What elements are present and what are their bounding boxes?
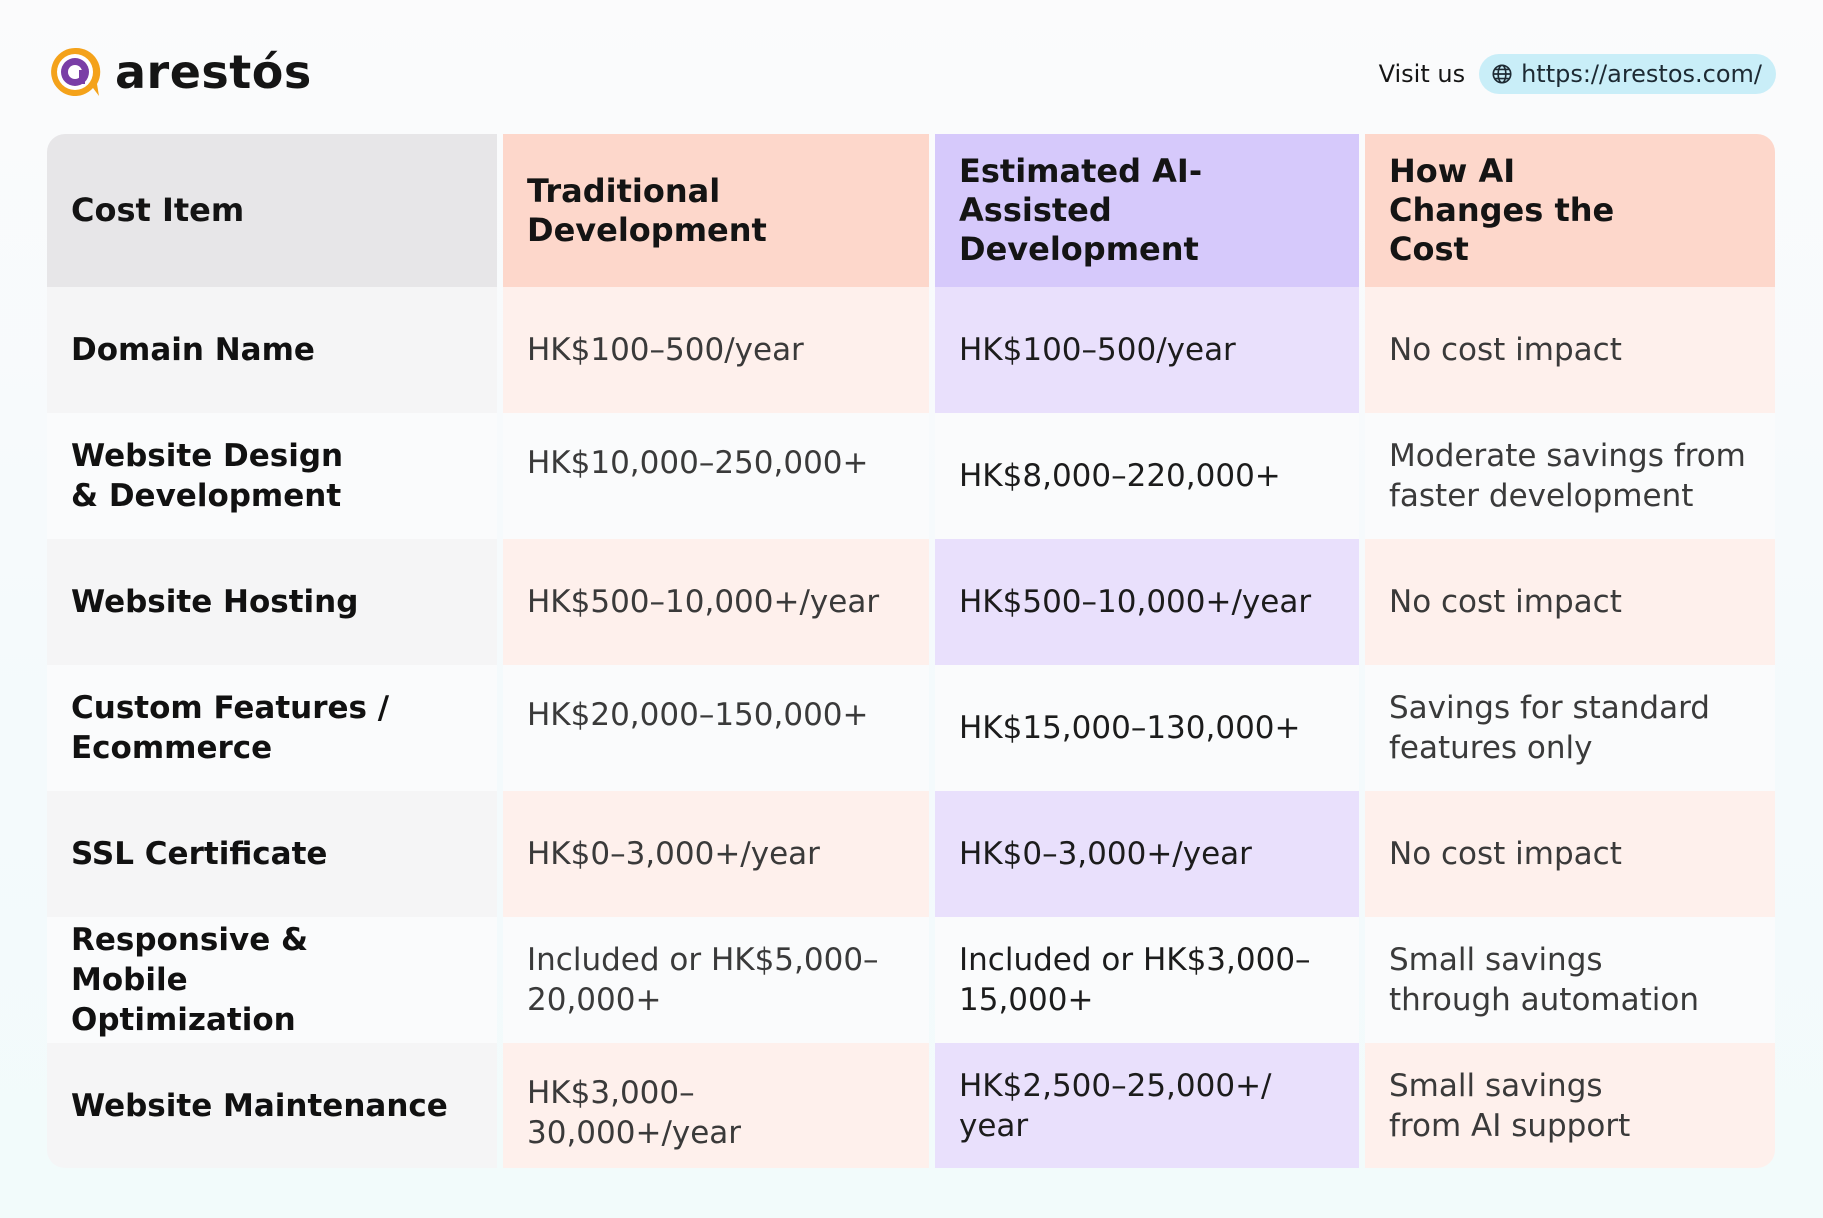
cost-item-label: Website Hosting (71, 584, 359, 620)
cost-comparison-table: Cost Item Traditional Development Estima… (47, 134, 1775, 1168)
visit-label: Visit us (1378, 60, 1466, 88)
ai-impact: No cost impact (1389, 584, 1622, 620)
table-cell-traditional: HK$500–10,000+/year (503, 539, 929, 665)
table-cell-impact: Small savings through automation (1365, 917, 1775, 1043)
ai-impact: Small savings through automation (1389, 942, 1699, 1018)
ai-impact: Savings for standard features only (1389, 690, 1710, 766)
ai-impact: Small savings from AI support (1389, 1068, 1631, 1144)
table-cell-traditional: HK$100–500/year (503, 287, 929, 413)
cost-item-label: Responsive & Mobile Optimization (71, 922, 309, 1038)
traditional-cost: HK$500–10,000+/year (527, 584, 880, 620)
website-link[interactable]: https://arestos.com/ (1479, 54, 1776, 94)
table-cell-impact: Small savings from AI support (1365, 1043, 1775, 1168)
cost-item-label: Website Maintenance (71, 1088, 448, 1124)
ai-impact: No cost impact (1389, 332, 1622, 368)
table-row-item: Website Design & Development (47, 413, 497, 539)
table-cell-impact: Savings for standard features only (1365, 665, 1775, 791)
traditional-cost: HK$0–3,000+/year (527, 836, 820, 872)
ai-cost: HK$100–500/year (959, 332, 1236, 368)
table-cell-impact: No cost impact (1365, 539, 1775, 665)
table-row-item: Website Hosting (47, 539, 497, 665)
ai-cost: HK$15,000–130,000+ (959, 710, 1301, 746)
table-row-item: Website Maintenance (47, 1043, 497, 1168)
ai-cost: HK$2,500–25,000+/ year (959, 1068, 1272, 1144)
table-cell-traditional: Included or HK$5,000–20,000+ (503, 917, 929, 1043)
table-cell-ai: HK$100–500/year (935, 287, 1359, 413)
table-row-item: Domain Name (47, 287, 497, 413)
ai-impact: No cost impact (1389, 836, 1622, 872)
table-row-item: Custom Features / Ecommerce (47, 665, 497, 791)
ai-impact: Moderate savings from faster development (1389, 438, 1746, 514)
table-cell-ai: HK$0–3,000+/year (935, 791, 1359, 917)
header-label: Estimated AI-Assisted Development (959, 152, 1203, 268)
cost-item-label: SSL Certificate (71, 836, 328, 872)
table-cell-ai: HK$2,500–25,000+/ year (935, 1043, 1359, 1168)
cost-item-label: Custom Features / Ecommerce (71, 690, 390, 766)
table-cell-impact: No cost impact (1365, 287, 1775, 413)
brand-logo[interactable]: arestós (47, 44, 312, 100)
ai-cost: HK$500–10,000+/year (959, 584, 1312, 620)
table-cell-impact: Moderate savings from faster development (1365, 413, 1775, 539)
traditional-cost: HK$10,000–250,000+ (527, 445, 869, 481)
visit-us: Visit us https://arestos.com/ (1379, 54, 1776, 94)
brand-name: arestós (115, 45, 312, 99)
header-traditional: Traditional Development (503, 134, 929, 287)
logo-mark-icon (51, 47, 101, 96)
traditional-cost: HK$100–500/year (527, 332, 804, 368)
table-cell-impact: No cost impact (1365, 791, 1775, 917)
ai-cost: HK$8,000–220,000+ (959, 458, 1281, 494)
header-ai-assisted: Estimated AI-Assisted Development (935, 134, 1359, 287)
table-cell-ai: HK$500–10,000+/year (935, 539, 1359, 665)
table-cell-traditional: HK$0–3,000+/year (503, 791, 929, 917)
traditional-cost: HK$20,000–150,000+ (527, 697, 869, 733)
website-url: https://arestos.com/ (1521, 60, 1762, 88)
header: arestós Visit us https://arestos.com/ (47, 44, 1776, 108)
table-cell-traditional: HK$3,000–30,000+/year (503, 1043, 929, 1168)
table-row-item: SSL Certificate (47, 791, 497, 917)
cost-item-label: Website Design & Development (71, 438, 344, 514)
header-label: Cost Item (71, 191, 245, 229)
header-ai-impact: How AI Changes the Cost (1365, 134, 1775, 287)
traditional-cost: Included or HK$5,000–20,000+ (527, 942, 879, 1018)
header-label: Traditional Development (527, 171, 767, 249)
table-cell-traditional: HK$20,000–150,000+ (503, 665, 929, 791)
header-label: How AI Changes the Cost (1389, 152, 1615, 268)
ai-cost: Included or HK$3,000–15,000+ (959, 942, 1311, 1018)
globe-icon (1492, 64, 1512, 84)
header-cost-item: Cost Item (47, 134, 497, 287)
table-row-item: Responsive & Mobile Optimization (47, 917, 497, 1043)
table-cell-ai: Included or HK$3,000–15,000+ (935, 917, 1359, 1043)
table-cell-ai: HK$15,000–130,000+ (935, 665, 1359, 791)
table-cell-ai: HK$8,000–220,000+ (935, 413, 1359, 539)
ai-cost: HK$0–3,000+/year (959, 836, 1252, 872)
traditional-cost: HK$3,000–30,000+/year (527, 1075, 742, 1151)
cost-item-label: Domain Name (71, 332, 315, 368)
table-cell-traditional: HK$10,000–250,000+ (503, 413, 929, 539)
